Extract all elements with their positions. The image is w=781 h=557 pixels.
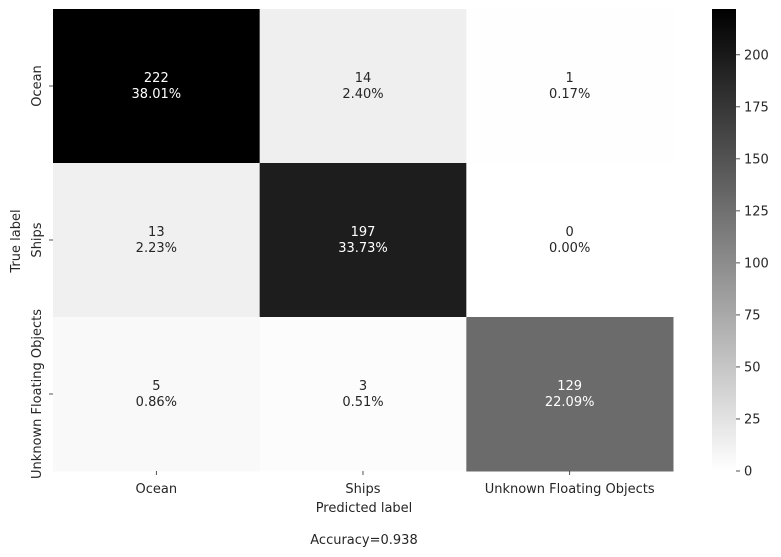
cell-count-label: 3 [359, 379, 367, 394]
cell-percent-label: 22.09% [545, 395, 595, 410]
colorbar-tick-label: 150 [744, 152, 769, 167]
cell-percent-label: 0.00% [549, 241, 590, 256]
heatmap-cell [259, 9, 467, 164]
x-tick-label: Unknown Floating Objects [485, 482, 655, 497]
cell-count-label: 5 [152, 379, 160, 394]
heatmap-cell [53, 9, 261, 164]
heatmap-cell [466, 163, 674, 318]
heatmap-cell [466, 317, 674, 472]
cell-count-label: 197 [351, 225, 376, 240]
cell-percent-label: 2.23% [136, 241, 177, 256]
cell-count-label: 13 [148, 225, 165, 240]
colorbar-tick-label: 0 [744, 465, 752, 480]
colorbar-tick-label: 75 [744, 308, 761, 323]
cell-count-label: 1 [566, 71, 574, 86]
colorbar-tick-label: 200 [744, 48, 769, 63]
colorbar-tick-label: 50 [744, 360, 761, 375]
x-axis-label: Predicted label [316, 501, 413, 516]
cell-percent-label: 0.51% [342, 395, 383, 410]
cell-percent-label: 33.73% [338, 241, 388, 256]
cell-percent-label: 0.86% [136, 395, 177, 410]
cell-percent-label: 2.40% [342, 87, 383, 102]
heatmap-cell [53, 163, 261, 318]
x-tick-label: Ships [345, 482, 380, 497]
cell-count-label: 14 [355, 71, 372, 86]
y-axis: Ocean Ships Unknown Floating Objects [30, 65, 53, 479]
heatmap-cell [466, 9, 674, 164]
colorbar: 0 25 50 75 100 125 150 175 200 [712, 9, 769, 480]
colorbar-tick-label: 175 [744, 100, 769, 115]
x-axis: Ocean Ships Unknown Floating Objects [136, 471, 655, 497]
y-tick-label: Ships [30, 222, 45, 257]
cell-percent-label: 38.01% [132, 87, 182, 102]
colorbar-tick-label: 25 [744, 412, 761, 427]
colorbar-tick-label: 125 [744, 204, 769, 219]
y-tick-label: Ocean [30, 65, 45, 107]
cell-count-label: 129 [557, 379, 582, 394]
y-tick-label: Unknown Floating Objects [30, 309, 45, 479]
heatmap-cells: 22238.01%142.40%10.17%132.23%19733.73%00… [53, 9, 674, 472]
cell-count-label: 222 [144, 71, 169, 86]
colorbar-tick-label: 100 [744, 256, 769, 271]
heatmap-cell [259, 163, 467, 318]
y-axis-label: True label [9, 209, 24, 273]
accuracy-footer: Accuracy=0.938 [310, 533, 417, 548]
heatmap-cell [53, 317, 261, 472]
x-tick-label: Ocean [136, 482, 178, 497]
cell-count-label: 0 [566, 225, 574, 240]
colorbar-gradient [712, 9, 736, 471]
cell-percent-label: 0.17% [549, 87, 590, 102]
heatmap-cell [259, 317, 467, 472]
